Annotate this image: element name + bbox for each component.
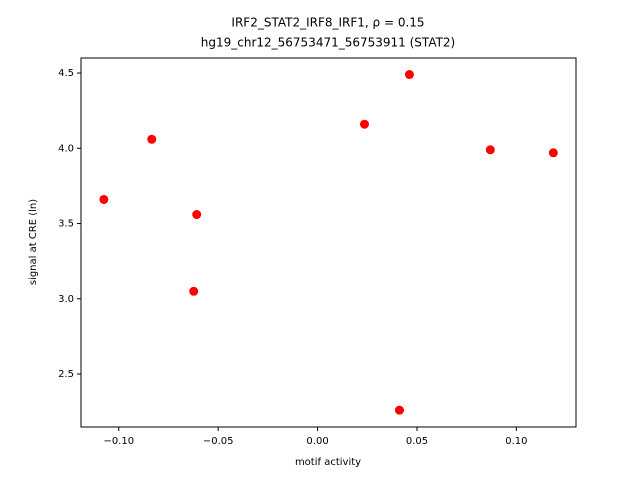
point [147, 134, 157, 144]
y-tick-label: 2.5 [58, 369, 74, 380]
y-tick-label: 4.0 [58, 143, 74, 154]
plot-frame [80, 57, 577, 428]
y-axis-label: signal at CRE (ln) [28, 199, 39, 285]
point [189, 286, 199, 296]
point [404, 70, 414, 80]
x-tick-label: 0.10 [505, 436, 527, 447]
chart-subtitle: hg19_chr12_56753471_56753911 (STAT2) [201, 36, 456, 50]
point [99, 194, 109, 204]
point [548, 148, 558, 158]
point [359, 119, 369, 129]
point [192, 210, 202, 220]
y-tick-label: 3.0 [58, 294, 74, 305]
chart-title: IRF2_STAT2_IRF8_IRF1, ρ = 0.15 [231, 16, 424, 30]
x-axis-label: motif activity [295, 457, 361, 468]
y-tick-label: 3.5 [58, 219, 74, 230]
x-tick-label: −0.10 [103, 436, 134, 447]
x-tick-label: 0.05 [406, 436, 428, 447]
point [394, 405, 404, 415]
y-tick-label: 4.5 [58, 68, 74, 79]
x-tick-label: 0.00 [306, 436, 328, 447]
x-tick-label: −0.05 [203, 436, 234, 447]
point [485, 145, 495, 155]
